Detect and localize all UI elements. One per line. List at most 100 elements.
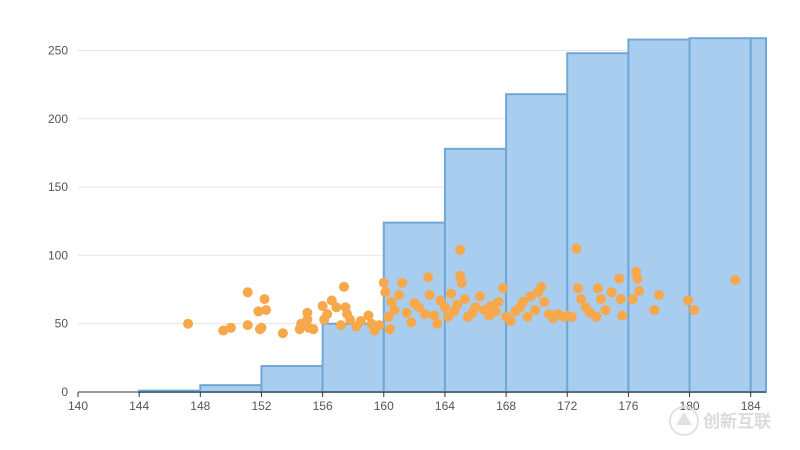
scatter-point <box>242 287 253 298</box>
scatter-point <box>522 311 533 322</box>
scatter-point <box>689 305 700 316</box>
scatter-point <box>627 294 638 305</box>
scatter-point <box>617 310 628 321</box>
scatter-point <box>615 294 626 305</box>
scatter-point <box>308 324 319 335</box>
scatter-point <box>389 305 400 316</box>
scatter-point <box>455 244 466 255</box>
histogram-bar <box>688 37 752 393</box>
scatter-point <box>649 305 660 316</box>
scatter-point <box>401 307 412 318</box>
histogram-bar <box>505 93 569 394</box>
scatter-point <box>566 311 577 322</box>
scatter-point <box>322 309 333 320</box>
histogram-bar <box>627 38 691 394</box>
scatter-point <box>653 290 664 301</box>
scatter-point <box>302 307 313 318</box>
x-tick-label: 180 <box>680 399 700 413</box>
watermark-text: 创新互联 <box>702 411 771 432</box>
scatter-point <box>183 318 194 329</box>
scatter-point <box>378 277 389 288</box>
watermark-logo: 创新互联 <box>669 406 771 436</box>
scatter-point <box>380 287 391 298</box>
scatter-point <box>459 294 470 305</box>
x-tick-label: 172 <box>557 399 577 413</box>
scatter-point <box>335 320 346 331</box>
scatter-point <box>571 243 582 254</box>
x-tick-label: 144 <box>129 399 149 413</box>
scatter-point <box>413 302 424 313</box>
scatter-point <box>423 272 434 283</box>
x-tick-label: 152 <box>251 399 271 413</box>
scatter-point <box>339 281 350 292</box>
x-tick-label: 164 <box>435 399 455 413</box>
y-tick-label: 0 <box>61 385 68 399</box>
scatter-point <box>539 296 550 307</box>
y-tick-label: 100 <box>48 248 68 262</box>
y-tick-label: 50 <box>55 317 69 331</box>
x-tick-label: 148 <box>190 399 210 413</box>
scatter-points <box>183 243 741 339</box>
scatter-point <box>345 314 356 325</box>
scatter-point <box>634 285 645 296</box>
scatter-point <box>397 277 408 288</box>
x-tick-label: 176 <box>618 399 638 413</box>
scatter-point <box>254 324 265 335</box>
histogram-bars <box>138 37 768 394</box>
scatter-point <box>331 302 342 313</box>
scatter-point <box>536 281 547 292</box>
scatter-point <box>576 294 587 305</box>
x-tick-label: 160 <box>374 399 394 413</box>
scatter-point <box>470 302 481 313</box>
axes: 0 50 100 150 200 250 140 144 148 152 156 160 164 168 1… <box>48 43 766 413</box>
histogram-bar <box>199 384 263 393</box>
x-tick-label: 184 <box>741 399 761 413</box>
scatter-point <box>517 296 528 307</box>
x-tick-label: 156 <box>313 399 333 413</box>
scatter-point <box>429 310 440 321</box>
scatter-point <box>591 311 602 322</box>
histogram-bar <box>566 52 630 393</box>
scatter-point <box>683 295 694 306</box>
y-tick-label: 250 <box>48 43 68 57</box>
watermark-arrow-icon <box>676 412 692 425</box>
scatter-point <box>456 277 467 288</box>
histogram-bar <box>749 37 768 393</box>
scatter-point <box>572 283 583 294</box>
scatter-point <box>355 315 366 326</box>
scatter-point <box>446 288 457 299</box>
scatter-point <box>386 296 397 307</box>
scatter-point <box>525 291 536 302</box>
scatter-point <box>505 315 516 326</box>
scatter-point <box>261 305 272 316</box>
scatter-point <box>493 296 504 307</box>
y-tick-label: 150 <box>48 180 68 194</box>
scatter-point <box>730 274 741 285</box>
x-tick-label: 168 <box>496 399 516 413</box>
scatter-point <box>253 306 264 317</box>
x-tick-label: 140 <box>68 399 88 413</box>
y-tick-label: 200 <box>48 112 68 126</box>
scatter-point <box>218 325 229 336</box>
scatter-point <box>424 290 435 301</box>
scatter-point <box>383 311 394 322</box>
scatter-point <box>595 294 606 305</box>
histogram-bar <box>443 147 508 393</box>
scatter-point <box>317 300 328 311</box>
scatter-point <box>592 283 603 294</box>
scatter-point <box>475 291 486 302</box>
scatter-point <box>600 305 611 316</box>
scatter-point <box>277 328 288 339</box>
scatter-point <box>614 273 625 284</box>
scatter-point <box>225 322 236 333</box>
histogram-bar <box>260 365 324 394</box>
scatter-point <box>406 317 417 328</box>
scatter-point <box>384 324 395 335</box>
scatter-point <box>374 320 385 331</box>
scatter-point <box>490 306 501 317</box>
scatter-point <box>498 283 509 294</box>
scatter-point <box>242 320 253 331</box>
scatter-point <box>363 310 374 321</box>
scatter-point <box>432 318 443 329</box>
scatter-point <box>632 273 643 284</box>
